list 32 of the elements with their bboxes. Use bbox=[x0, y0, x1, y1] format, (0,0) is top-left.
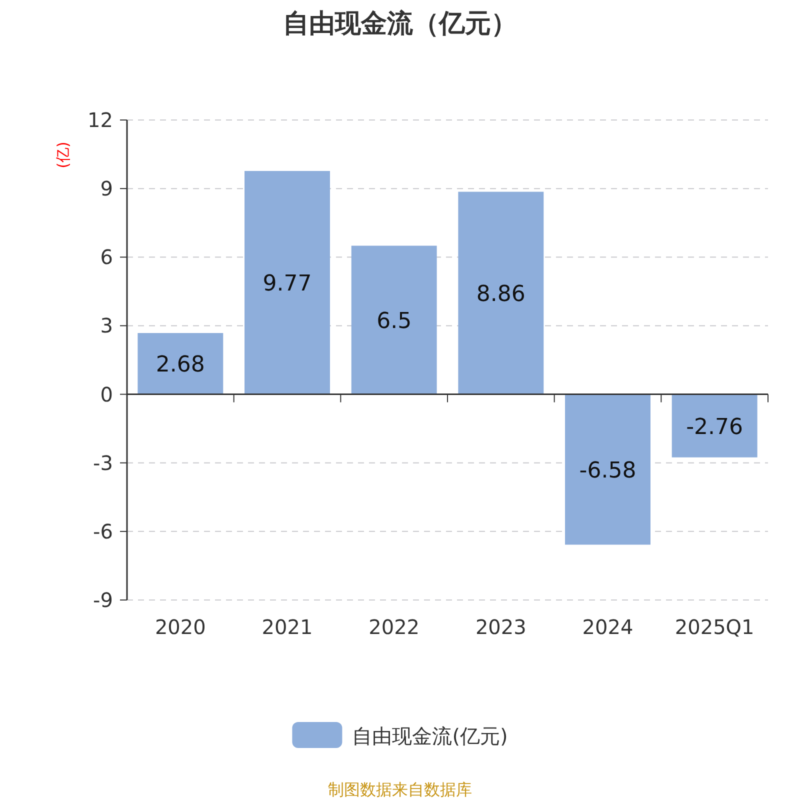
y-tick-label: -3 bbox=[93, 450, 113, 475]
legend-label: 自由现金流(亿元) bbox=[352, 724, 508, 748]
x-tick-label: 2025Q1 bbox=[674, 615, 754, 639]
data-label: 9.77 bbox=[262, 272, 312, 297]
自由现金流(亿元): 2.68 9.77 6.5 8.86 -6.58 -2.76 bbox=[138, 170, 758, 545]
x-tick-label: 2022 bbox=[368, 615, 420, 639]
x-tick-label: 2023 bbox=[475, 615, 526, 639]
legend: 自由现金流(亿元) bbox=[292, 722, 508, 748]
data-label: -6.58 bbox=[579, 458, 636, 484]
y-tick-label: -6 bbox=[93, 519, 113, 544]
y-tick-label: 12 bbox=[88, 108, 113, 132]
x-tick-label: 2021 bbox=[262, 615, 313, 639]
bar bbox=[138, 333, 224, 394]
data-label: 6.5 bbox=[376, 309, 412, 334]
chart-title: 自由现金流（亿元） bbox=[283, 9, 517, 39]
data-label: 8.86 bbox=[476, 282, 526, 308]
x-tick-label: 2020 bbox=[154, 615, 206, 639]
y-axis-title: (亿) bbox=[54, 142, 72, 168]
data-label: -2.76 bbox=[686, 414, 744, 440]
bar bbox=[351, 246, 437, 394]
bar bbox=[565, 394, 650, 545]
y-tick-label: 6 bbox=[100, 245, 113, 270]
bar bbox=[672, 394, 758, 458]
y-tick-label: 0 bbox=[100, 382, 113, 406]
bar bbox=[458, 192, 544, 394]
text: 制图数据来自数据库 bbox=[328, 780, 472, 799]
y-tick-label: 3 bbox=[100, 314, 113, 338]
x-tick-label: 2024 bbox=[582, 615, 634, 639]
y-tick-label: 9 bbox=[100, 176, 113, 201]
bar bbox=[244, 170, 330, 394]
data-label: 2.68 bbox=[156, 352, 205, 378]
y-tick-label: -9 bbox=[93, 588, 113, 612]
